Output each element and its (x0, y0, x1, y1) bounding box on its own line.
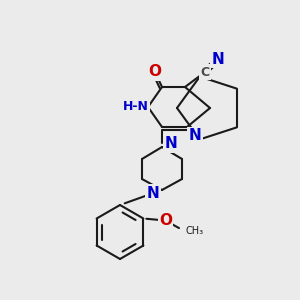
Text: N: N (165, 136, 177, 152)
Text: C: C (200, 65, 210, 79)
Text: N: N (212, 52, 224, 67)
Text: O: O (159, 213, 172, 228)
Text: O: O (148, 64, 161, 80)
Text: N: N (147, 185, 159, 200)
Text: CH₃: CH₃ (185, 226, 203, 236)
Text: N: N (189, 128, 201, 143)
Text: H-N: H-N (123, 100, 149, 113)
